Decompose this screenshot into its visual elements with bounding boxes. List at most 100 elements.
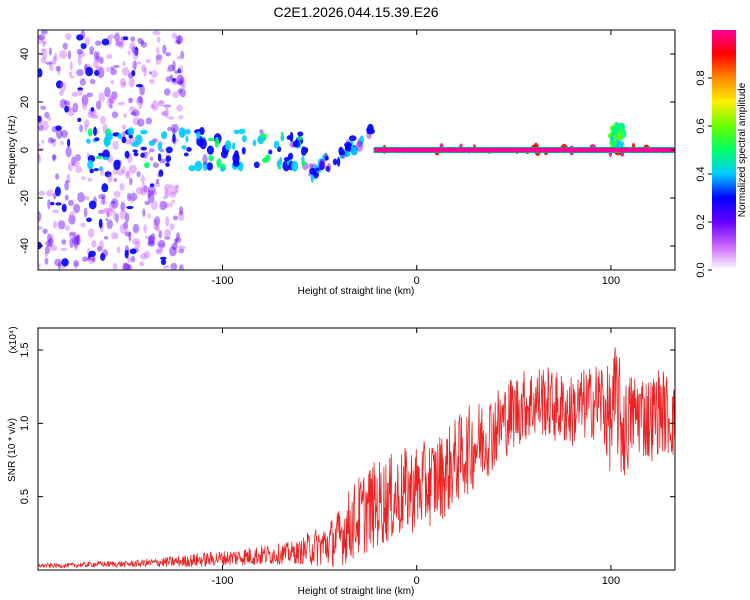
heatmap-cell — [73, 235, 77, 241]
heatmap-cell — [84, 63, 88, 72]
heatmap-cell — [179, 264, 184, 270]
heatmap-cell — [95, 155, 103, 160]
heatmap-cell — [47, 199, 51, 210]
heatmap-cell — [178, 206, 184, 216]
heatmap-cell — [84, 124, 88, 132]
heatmap-cell — [194, 160, 203, 172]
heatmap-cell — [84, 37, 90, 46]
heatmap-cell — [172, 91, 180, 99]
heatmap-cell — [139, 84, 146, 96]
heatmap-cell — [153, 219, 158, 230]
heatmap-cell — [106, 66, 110, 73]
heatmap-cell — [613, 121, 620, 133]
heatmap-cell — [86, 92, 94, 98]
heatmap-cell — [42, 228, 48, 235]
heatmap-cell — [136, 171, 141, 178]
heatmap-cell — [178, 245, 186, 250]
heatmap-cell — [199, 138, 207, 150]
heatmap-cell — [152, 30, 161, 36]
heatmap-cell — [130, 255, 136, 263]
heatmap-cell — [102, 156, 110, 161]
heatmap-cell — [128, 134, 133, 139]
heatmap-cell — [89, 168, 94, 174]
snr-multiplier: (x10⁴) — [8, 326, 19, 353]
colorbar-ticks: 0.0 0.2 0.4 0.6 0.8 — [695, 70, 712, 278]
heatmap-cell — [98, 92, 105, 103]
heatmap-cell — [41, 120, 49, 131]
heatmap-cell — [170, 74, 174, 80]
heatmap-cell — [252, 139, 257, 147]
heatmap-cell — [73, 203, 81, 214]
heatmap-cell — [133, 152, 139, 157]
heatmap-cell — [144, 250, 151, 259]
heatmap-cell — [129, 177, 133, 186]
heatmap-cell — [154, 182, 161, 188]
heatmap-cell — [101, 249, 109, 258]
heatmap-cell — [99, 56, 104, 64]
heatmap-cell — [167, 64, 175, 72]
heatmap-cell — [149, 78, 155, 84]
heatmap-cell — [150, 104, 156, 109]
heatmap-cell — [343, 151, 351, 157]
heatmap-cell — [83, 207, 88, 218]
heatmap-cell — [71, 156, 76, 167]
heatmap-cell — [320, 159, 326, 165]
heatmap-cell — [171, 242, 178, 251]
heatmap-cell — [59, 99, 68, 109]
heatmap-cell — [44, 250, 49, 258]
heatmap-cell — [297, 131, 304, 137]
heatmap-cell — [238, 128, 246, 135]
heatmap-cell — [56, 128, 63, 140]
heatmap-cell — [147, 190, 151, 198]
heatmap-cell — [157, 173, 162, 178]
spectrogram-ticks: -100 0 100 -40 -20 0 20 40 — [19, 30, 675, 287]
heatmap-cell — [64, 194, 69, 201]
heatmap-cell — [273, 140, 280, 149]
heatmap-cell — [99, 240, 104, 251]
heatmap-cell — [232, 142, 236, 151]
heatmap-cell — [45, 61, 53, 65]
heatmap-cell — [164, 184, 171, 191]
heatmap-cell — [151, 70, 158, 78]
heatmap-cell — [121, 67, 130, 76]
heatmap-cell — [202, 154, 208, 165]
heatmap-cell — [73, 260, 80, 267]
heatmap-cell — [140, 146, 147, 151]
heatmap-cell — [102, 207, 111, 213]
heatmap-cell — [188, 165, 196, 172]
heatmap-cell — [155, 225, 160, 232]
heatmap-cell — [101, 183, 109, 193]
heatmap-cell — [98, 209, 104, 214]
heatmap-cell — [152, 162, 159, 168]
snr-ytick-label: 1.5 — [19, 342, 31, 357]
heatmap-cell — [38, 115, 43, 125]
heatmap-cell — [77, 87, 84, 91]
heatmap-cell — [38, 225, 43, 230]
colorbar-tick-label: 0.0 — [695, 262, 707, 277]
colorbar: 0.0 0.2 0.4 0.6 0.8 Normalized spectral ampl… — [695, 30, 748, 278]
heatmap-cell — [344, 142, 352, 148]
heatmap-cell — [292, 140, 301, 148]
heatmap-cell — [104, 86, 111, 98]
heatmap-cell — [179, 88, 187, 98]
heatmap-cell — [92, 114, 99, 120]
heatmap-cell — [132, 223, 140, 234]
heatmap-cell — [340, 150, 345, 155]
heatmap-cell — [86, 257, 94, 261]
heatmap-cell — [86, 138, 91, 144]
heatmap-cell — [327, 162, 331, 173]
heatmap-cell — [113, 190, 121, 198]
heatmap-cell — [177, 68, 182, 74]
heatmap-cell — [142, 208, 146, 217]
snr-series-line — [38, 347, 675, 569]
heatmap-cell — [109, 103, 113, 109]
heatmap-cell — [116, 246, 121, 254]
heatmap-cell — [139, 261, 145, 267]
heatmap-cell — [165, 76, 173, 83]
heatmap-cell — [220, 166, 225, 172]
heatmap-cell — [93, 168, 99, 172]
heatmap-cell — [134, 46, 139, 57]
heatmap-cell — [117, 101, 126, 106]
heatmap-cell — [150, 200, 158, 210]
heatmap-cell — [41, 48, 48, 60]
